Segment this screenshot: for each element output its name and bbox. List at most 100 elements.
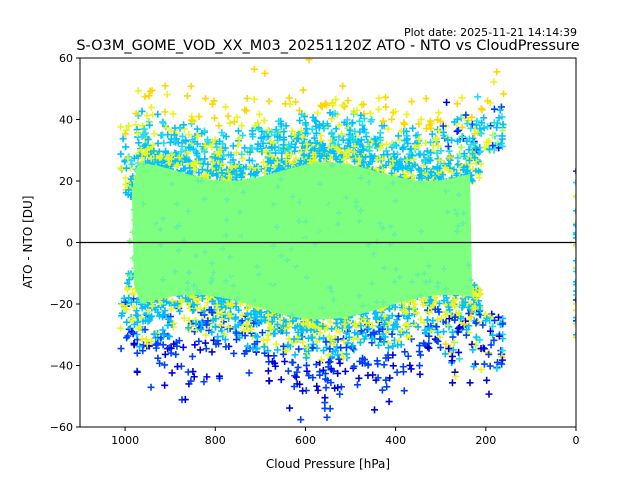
data-point: [573, 307, 576, 314]
data-point: [408, 98, 416, 106]
data-point: [208, 328, 216, 336]
data-point: [442, 340, 450, 348]
data-point: [269, 139, 277, 147]
data-point: [250, 95, 258, 103]
data-point: [235, 321, 243, 329]
data-point: [366, 179, 373, 186]
data-point: [121, 305, 129, 313]
data-point: [306, 183, 313, 190]
data-point: [194, 158, 201, 166]
data-point: [232, 313, 240, 321]
data-point: [284, 257, 291, 264]
data-point: [255, 253, 262, 260]
data-point: [242, 296, 249, 303]
data-point: [434, 305, 442, 313]
data-point: [247, 311, 255, 318]
data-point: [223, 216, 230, 223]
data-point: [260, 133, 268, 141]
data-point: [137, 146, 145, 153]
data-point: [380, 286, 387, 293]
data-point: [154, 159, 161, 166]
data-point: [240, 251, 247, 258]
data-point: [148, 312, 156, 320]
data-point: [174, 200, 181, 207]
data-point: [446, 153, 454, 161]
data-point: [411, 143, 419, 151]
data-point: [573, 331, 576, 338]
data-point: [188, 185, 195, 192]
points-layer: [117, 58, 576, 424]
data-point: [126, 238, 133, 245]
data-point: [360, 125, 368, 133]
data-point: [343, 194, 350, 201]
data-point: [366, 271, 373, 278]
data-point: [464, 207, 471, 214]
data-point: [458, 123, 466, 131]
y-tick-label: 60: [59, 52, 73, 65]
data-point: [127, 175, 135, 183]
data-point: [342, 350, 350, 358]
data-point: [328, 128, 336, 136]
data-point: [200, 307, 208, 315]
data-point: [481, 143, 489, 151]
data-point: [403, 110, 411, 118]
data-point: [182, 136, 190, 144]
data-point: [425, 202, 432, 209]
data-point: [333, 319, 340, 327]
data-point: [170, 131, 178, 139]
data-point: [138, 154, 146, 162]
data-point: [255, 110, 263, 118]
data-point: [138, 133, 146, 141]
data-point: [334, 351, 342, 359]
data-point: [206, 291, 213, 298]
data-point: [454, 154, 462, 162]
data-point: [445, 303, 452, 311]
data-point: [467, 277, 474, 284]
data-point: [435, 109, 443, 117]
data-point: [302, 218, 309, 225]
data-point: [235, 276, 242, 283]
data-point: [306, 139, 314, 147]
data-point: [455, 222, 462, 229]
data-point: [137, 314, 145, 322]
data-point: [227, 158, 235, 166]
data-point: [365, 143, 373, 151]
data-point: [287, 204, 294, 211]
data-point: [445, 147, 453, 155]
data-point: [191, 341, 199, 349]
data-point: [356, 148, 364, 156]
data-point: [297, 416, 305, 424]
data-point: [315, 121, 323, 129]
data-point: [310, 134, 318, 142]
data-point: [573, 168, 576, 175]
data-point: [328, 311, 335, 318]
data-point: [354, 210, 361, 217]
data-point: [423, 245, 430, 252]
data-point: [365, 319, 373, 327]
data-point: [573, 220, 576, 227]
data-point: [214, 302, 221, 309]
data-point: [336, 359, 344, 367]
data-point: [210, 97, 218, 105]
data-point: [180, 121, 188, 129]
data-point: [319, 122, 327, 130]
data-point: [251, 301, 258, 308]
data-point: [316, 172, 323, 179]
data-point: [326, 358, 334, 366]
data-point: [217, 298, 225, 305]
data-point: [323, 413, 331, 421]
data-point: [327, 336, 335, 344]
data-point: [324, 363, 332, 371]
data-point: [386, 196, 393, 203]
data-point: [465, 146, 473, 154]
data-point: [150, 147, 157, 155]
data-point: [233, 192, 240, 199]
x-tick-label: 200: [475, 434, 496, 447]
data-point: [201, 141, 209, 149]
data-point: [279, 342, 287, 350]
data-point: [311, 161, 318, 168]
data-point: [573, 317, 576, 324]
data-point: [381, 313, 389, 320]
data-point: [340, 257, 347, 264]
data-point: [212, 163, 220, 170]
